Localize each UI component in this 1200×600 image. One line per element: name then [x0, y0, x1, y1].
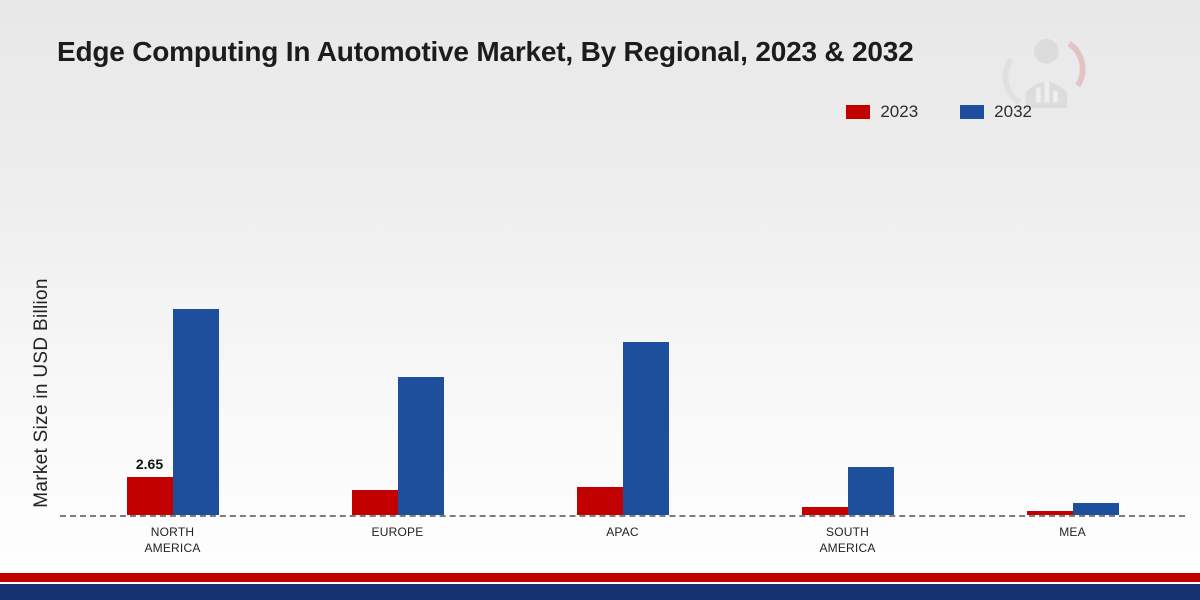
category-labels: NORTH AMERICA EUROPE APAC SOUTH AMERICA MEA [60, 524, 1185, 556]
footer-red-strip [0, 573, 1200, 582]
category-label-mea: MEA [1059, 525, 1086, 539]
bar-value-label: 2.65 [135, 455, 164, 472]
bar-group-south-america [735, 297, 960, 515]
legend-swatch-2023 [846, 105, 871, 119]
plot-area: 2.65 [60, 297, 1185, 517]
bar-2032-south-america [847, 467, 894, 515]
y-axis-label: Market Size in USD Billion [31, 278, 52, 508]
legend-label-2023: 2023 [880, 102, 919, 121]
watermark-logo [997, 32, 1092, 123]
bar-group-north-america: 2.65 [60, 297, 285, 515]
bar-group-mea [960, 297, 1185, 515]
bar-group-europe [285, 297, 510, 515]
bar-2023-europe [351, 489, 398, 515]
x-axis-baseline [60, 515, 1185, 517]
bar-group-apac [510, 297, 735, 515]
bar-2032-mea [1072, 502, 1119, 515]
footer-navy-strip [0, 584, 1200, 600]
bar-2032-apac [622, 342, 669, 515]
chart-title: Edge Computing In Automotive Market, By … [57, 36, 914, 67]
legend-item-2023: 2023 [846, 102, 918, 122]
bar-2023-south-america [801, 507, 848, 515]
bar-2032-north-america [172, 308, 219, 515]
bar-2023-north-america: 2.65 [126, 456, 173, 515]
category-label-south-america: SOUTH AMERICA [819, 525, 876, 556]
legend-item-2032: 2032 [960, 102, 1032, 122]
legend-label-2032: 2032 [994, 102, 1032, 121]
category-label-europe: EUROPE [371, 525, 424, 539]
legend-swatch-2032 [960, 105, 985, 119]
category-label-north-america: NORTH AMERICA [144, 525, 201, 556]
category-label-apac: APAC [606, 525, 639, 539]
bar-2023-mea [1026, 510, 1073, 515]
bar-2032-europe [397, 376, 444, 515]
bar-2023-apac [576, 487, 623, 515]
legend: 2023 2032 [846, 102, 1032, 122]
